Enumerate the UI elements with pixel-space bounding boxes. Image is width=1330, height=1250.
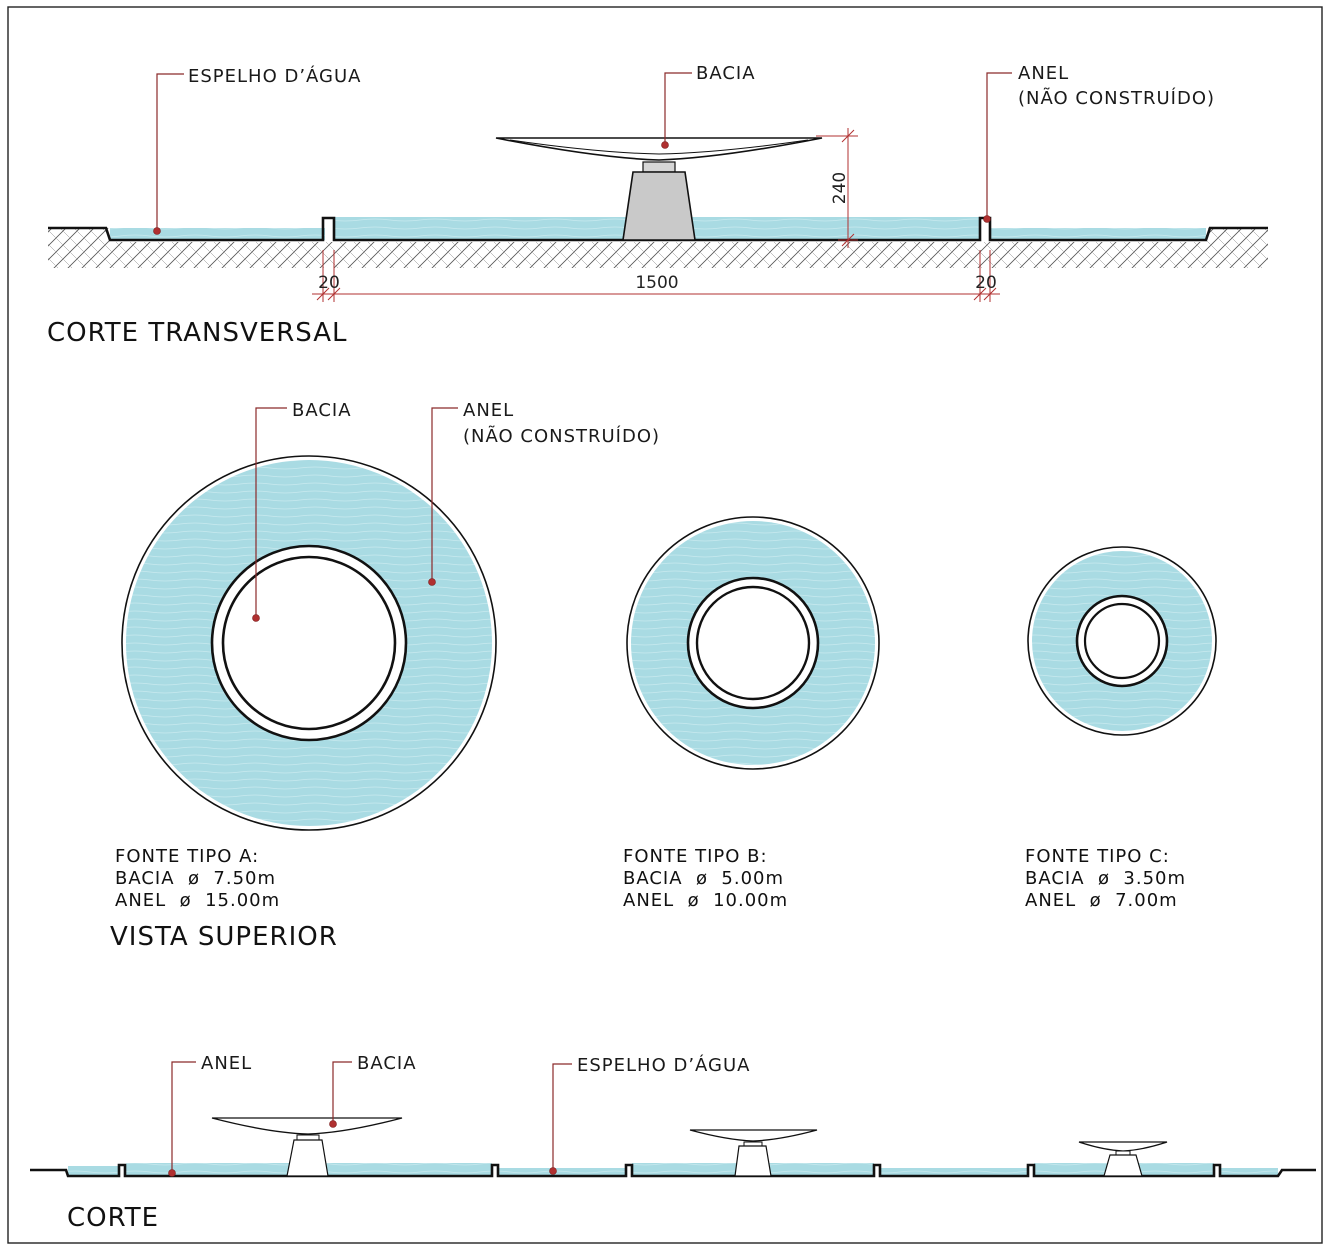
fountain-a-bacia: BACIA ø 7.50m bbox=[115, 868, 276, 889]
label-anel: ANEL bbox=[1018, 63, 1069, 84]
label-espelho-agua: ESPELHO D’ÁGUA bbox=[188, 65, 362, 87]
bowl-section bbox=[495, 137, 823, 161]
dimension-span: 1500 bbox=[635, 273, 678, 293]
fountain-b-bacia: BACIA ø 5.00m bbox=[623, 868, 784, 889]
marker-bottom-anel bbox=[168, 1169, 176, 1177]
title-vista-superior: VISTA SUPERIOR bbox=[110, 922, 338, 952]
label-anel-note: (NÃO CONSTRUÍDO) bbox=[1018, 87, 1215, 109]
dimension-height: 240 bbox=[830, 172, 850, 204]
fountain-c-plan bbox=[1027, 546, 1217, 736]
dimension-wall-left: 20 bbox=[318, 273, 340, 293]
earth-hatch-left-step bbox=[48, 228, 110, 242]
section-bottom: ANEL BACIA ESPELHO D’ÁGUA CORTE bbox=[30, 1053, 1316, 1233]
fountain-b-name: FONTE TIPO B: bbox=[623, 846, 768, 867]
title-corte: CORTE bbox=[67, 1203, 159, 1233]
marker-anel bbox=[983, 215, 991, 223]
sheet-border bbox=[7, 6, 1323, 1244]
bowl-pedestal bbox=[622, 171, 696, 241]
fountain-c-anel: ANEL ø 7.00m bbox=[1025, 890, 1178, 911]
earth-hatch bbox=[48, 242, 1268, 268]
water-left bbox=[110, 228, 325, 240]
label-bottom-espelho: ESPELHO D’ÁGUA bbox=[577, 1054, 751, 1076]
dimension-wall-right: 20 bbox=[975, 273, 997, 293]
marker-espelho bbox=[153, 227, 161, 235]
fountain-c-bacia: BACIA ø 3.50m bbox=[1025, 868, 1186, 889]
marker-bottom-espelho bbox=[549, 1167, 557, 1175]
label-plan-anel: ANEL bbox=[463, 400, 514, 421]
fountain-b-section bbox=[689, 1129, 818, 1177]
fountain-c-name: FONTE TIPO C: bbox=[1025, 846, 1170, 867]
marker-bacia bbox=[661, 141, 669, 149]
label-bacia: BACIA bbox=[696, 63, 756, 84]
title-corte-transversal: CORTE TRANSVERSAL bbox=[47, 318, 348, 348]
bowl-inner-curve bbox=[509, 139, 809, 155]
label-bottom-bacia: BACIA bbox=[357, 1053, 417, 1074]
fountain-a-plan bbox=[121, 455, 497, 831]
marker-bottom-bacia bbox=[329, 1120, 337, 1128]
marker-plan-anel bbox=[428, 578, 436, 586]
earth-hatch-right-step bbox=[1206, 228, 1268, 242]
section-top: 240 20 1500 20 ESPELHO D’ÁGUA BACIA ANEL… bbox=[47, 63, 1268, 348]
water-right bbox=[990, 228, 1206, 240]
fountain-a-anel: ANEL ø 15.00m bbox=[115, 890, 280, 911]
fountain-a-name: FONTE TIPO A: bbox=[115, 846, 259, 867]
fountain-b-plan bbox=[626, 516, 880, 770]
bowl-neck bbox=[642, 161, 676, 173]
marker-plan-bacia bbox=[252, 614, 260, 622]
label-plan-bacia: BACIA bbox=[292, 400, 352, 421]
fountain-a-section bbox=[211, 1117, 403, 1177]
label-bottom-anel: ANEL bbox=[201, 1053, 252, 1074]
plan-view: BACIA ANEL (NÃO CONSTRUÍDO) FONTE TIPO A… bbox=[110, 400, 1217, 952]
label-plan-anel-note: (NÃO CONSTRUÍDO) bbox=[463, 425, 660, 447]
fountain-b-anel: ANEL ø 10.00m bbox=[623, 890, 788, 911]
fountain-c-section bbox=[1078, 1141, 1168, 1177]
